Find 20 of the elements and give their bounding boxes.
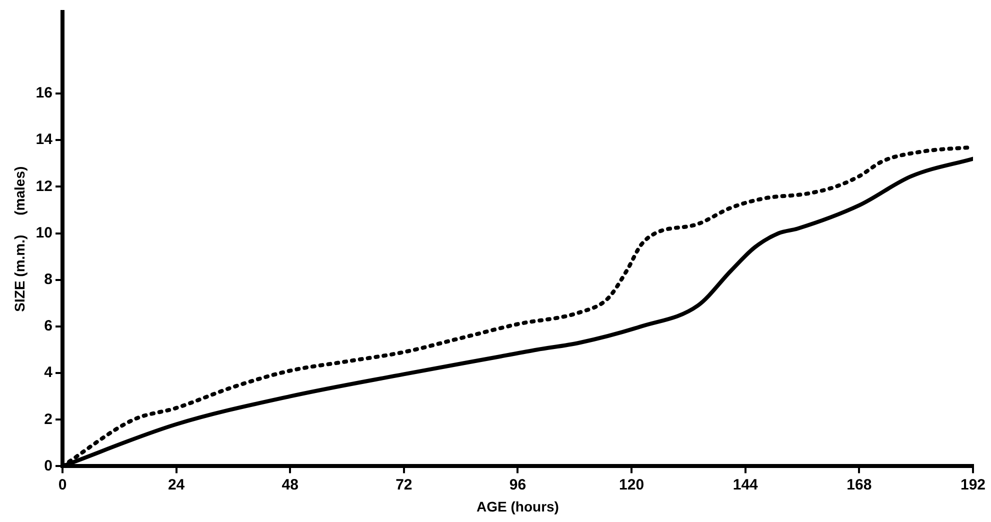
x-tick-label: 0 bbox=[58, 476, 67, 494]
y-tick-label: 8 bbox=[44, 271, 52, 288]
x-tick-label: 72 bbox=[396, 476, 412, 494]
x-tick-label: 192 bbox=[960, 476, 986, 494]
y-tick-label: 2 bbox=[44, 410, 52, 428]
y-axis-title: SIZE (m.m.) (males) bbox=[11, 166, 28, 312]
y-tick-label: 4 bbox=[44, 364, 54, 382]
x-tick-label: 144 bbox=[732, 476, 759, 494]
x-tick-label: 24 bbox=[168, 476, 186, 494]
x-tick-label: 96 bbox=[509, 476, 526, 494]
y-tick-label: 10 bbox=[36, 224, 52, 242]
x-tick-label: 168 bbox=[846, 476, 872, 494]
y-tick-label: 16 bbox=[36, 84, 52, 102]
y-tick-label: 0 bbox=[44, 457, 52, 474]
x-tick-label: 48 bbox=[282, 476, 298, 494]
y-tick-label: 14 bbox=[36, 131, 54, 148]
y-tick-label: 12 bbox=[36, 178, 52, 195]
x-axis-title: AGE (hours) bbox=[476, 498, 559, 514]
x-tick-label: 120 bbox=[619, 476, 644, 494]
y-tick-label: 6 bbox=[44, 318, 52, 335]
